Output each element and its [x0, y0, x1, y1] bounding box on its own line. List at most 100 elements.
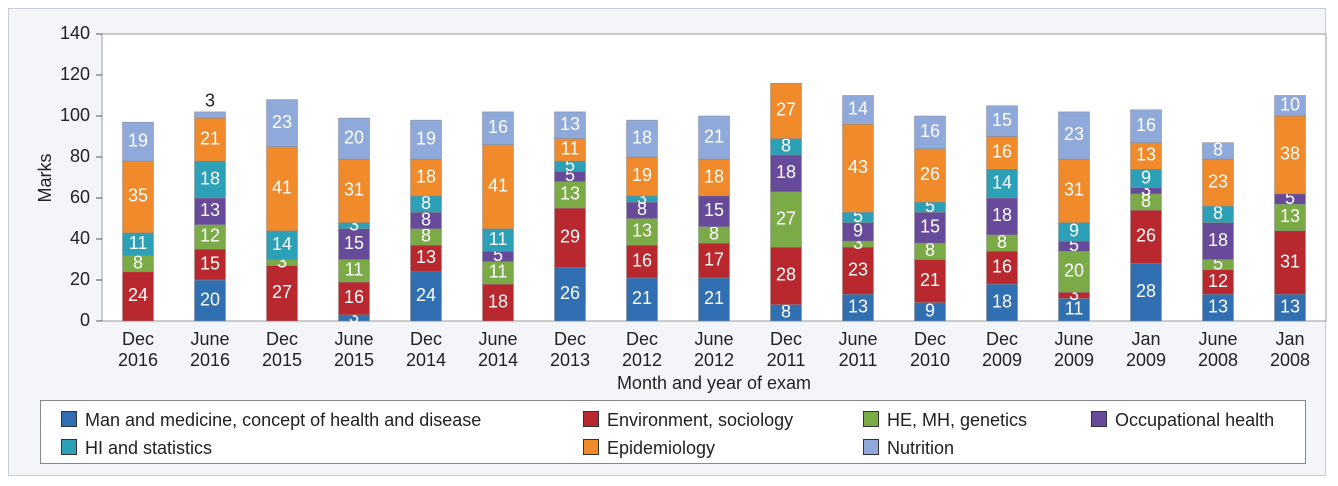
- bar-segment: [914, 212, 946, 244]
- bar-segment: [1274, 203, 1306, 232]
- data-label: 8: [781, 136, 791, 156]
- data-label: 21: [632, 288, 652, 308]
- data-label: 20: [1064, 261, 1084, 281]
- data-label: 16: [632, 250, 652, 270]
- bar-segment: [194, 224, 226, 250]
- data-label: 5: [925, 196, 935, 216]
- data-label: 23: [1208, 171, 1228, 191]
- bar-segment: [986, 197, 1018, 236]
- y-tick-label: 20: [70, 269, 90, 289]
- data-label: 16: [992, 256, 1012, 276]
- y-tick-label: 0: [80, 310, 90, 330]
- bar-segment: [338, 158, 370, 223]
- x-tick-label: Dec 2014: [405, 329, 447, 370]
- bar-segment: [482, 144, 514, 229]
- legend-item: Man and medicine, concept of health and …: [61, 410, 481, 431]
- data-label: 13: [416, 247, 436, 267]
- bar-segment: [986, 105, 1018, 137]
- x-tick-label: Dec 2012: [621, 329, 663, 370]
- data-label: 8: [1141, 191, 1151, 211]
- data-label: 12: [200, 226, 220, 246]
- data-label: 28: [1136, 281, 1156, 301]
- bar-segment: [770, 82, 802, 139]
- bar-segment: [842, 123, 874, 213]
- data-label: 13: [200, 200, 220, 220]
- bar-segment: [626, 156, 658, 197]
- data-label: 21: [704, 126, 724, 146]
- data-label: 9: [925, 301, 935, 321]
- data-label: 3: [1069, 284, 1079, 304]
- data-label: 8: [781, 302, 791, 322]
- data-label: 29: [560, 227, 580, 247]
- data-label: 27: [776, 100, 796, 120]
- data-label: 19: [632, 165, 652, 185]
- bar-segment: [482, 283, 514, 322]
- data-label: 3: [349, 307, 359, 327]
- bar-segment: [914, 259, 946, 303]
- x-tick-label: June 2014: [477, 329, 519, 370]
- bar-segment: [554, 181, 586, 209]
- data-label: 27: [272, 282, 292, 302]
- bar-segment: [770, 154, 802, 193]
- legend-swatch: [61, 411, 77, 427]
- legend-swatch: [1091, 411, 1107, 427]
- bar-segment: [1058, 111, 1090, 160]
- data-label: 26: [560, 283, 580, 303]
- y-tick-label: 40: [70, 228, 90, 248]
- data-label: 8: [421, 209, 431, 229]
- data-label: 8: [133, 252, 143, 272]
- data-label: 3: [205, 91, 215, 111]
- x-tick-label: Jan 2009: [1125, 329, 1167, 370]
- x-tick-label: June 2008: [1197, 329, 1239, 370]
- bar-segment: [1130, 109, 1162, 143]
- data-label: 43: [848, 157, 868, 177]
- data-label: 13: [632, 221, 652, 241]
- data-label: 17: [704, 249, 724, 269]
- legend-item: Nutrition: [863, 438, 954, 459]
- bar-segment: [1202, 294, 1234, 322]
- data-label: 14: [272, 234, 292, 254]
- y-tick-label: 140: [60, 23, 90, 43]
- x-tick-label: Dec 2013: [549, 329, 591, 370]
- data-label: 15: [704, 200, 724, 220]
- bar-segment: [626, 277, 658, 322]
- bar-segment: [554, 267, 586, 322]
- data-label: 3: [349, 214, 359, 234]
- data-label: 5: [565, 155, 575, 175]
- data-label: 11: [561, 139, 580, 159]
- bar-segment: [338, 117, 370, 160]
- legend-label: Epidemiology: [607, 438, 716, 458]
- data-label: 8: [925, 240, 935, 260]
- bar-segment: [1202, 158, 1234, 207]
- bar-segment: [914, 115, 946, 150]
- data-label: 13: [560, 184, 580, 204]
- data-label: 8: [997, 232, 1007, 252]
- data-label: 31: [1280, 251, 1300, 271]
- data-label: 15: [344, 233, 364, 253]
- data-label: 19: [416, 128, 436, 148]
- data-label: 11: [129, 233, 148, 253]
- bar-segment: [482, 111, 514, 145]
- bar-segment: [986, 136, 1018, 170]
- legend-label: Environment, sociology: [607, 410, 794, 430]
- data-label: 24: [416, 285, 436, 305]
- data-label: 11: [1065, 298, 1084, 318]
- bar-segment: [266, 146, 298, 232]
- data-label: 13: [560, 114, 580, 134]
- data-label: 16: [920, 121, 940, 141]
- legend-label: Man and medicine, concept of health and …: [85, 410, 482, 430]
- bar-segment: [770, 246, 802, 305]
- data-label: 15: [920, 216, 940, 236]
- x-tick-label: June 2011: [838, 329, 878, 370]
- bar-segment: [1130, 142, 1162, 170]
- x-tick-label: June 2015: [333, 329, 375, 370]
- y-tick-label: 120: [60, 64, 90, 84]
- bar-segment: [842, 294, 874, 322]
- data-label: 18: [200, 168, 220, 188]
- data-label: 5: [853, 206, 863, 226]
- y-tick-label: 100: [60, 105, 90, 125]
- data-label: 41: [488, 175, 508, 195]
- bar-segment: [626, 119, 658, 158]
- data-label: 9: [1141, 167, 1151, 187]
- data-label: 5: [1213, 253, 1223, 273]
